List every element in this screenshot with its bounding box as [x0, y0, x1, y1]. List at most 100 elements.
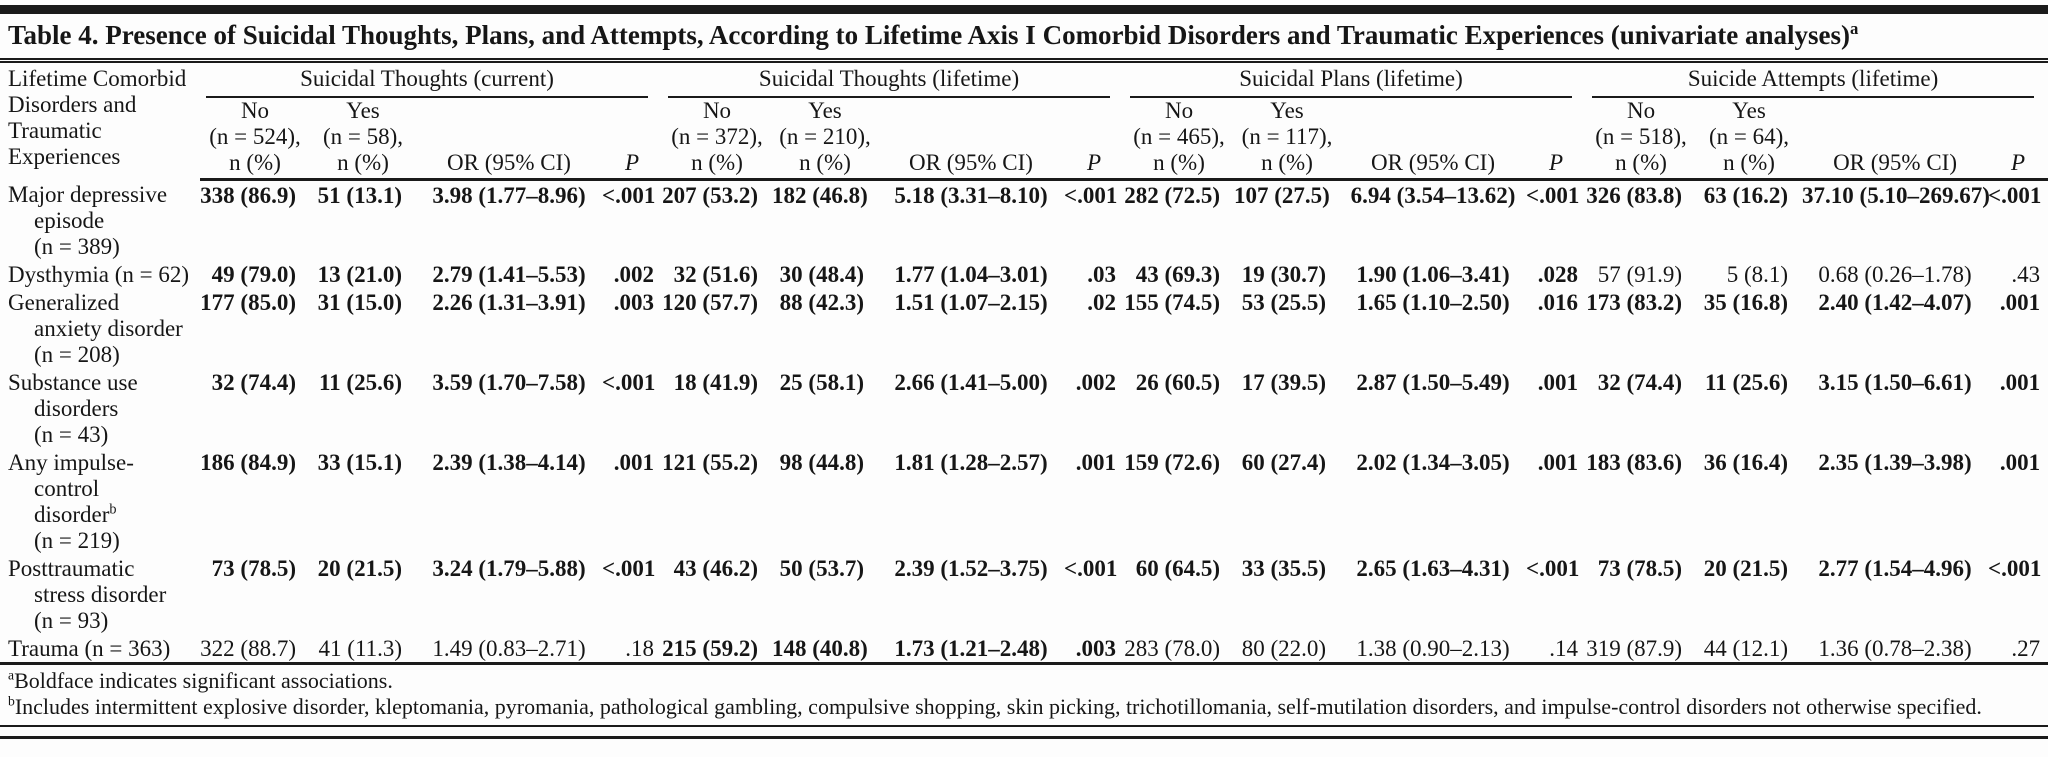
cell-no: 26 (60.5) [1135, 369, 1221, 395]
cell-p: <.001 [1988, 183, 2042, 208]
cell-no: 73 (78.5) [211, 555, 296, 581]
col-header-no: No (n = 518), n (%) [1586, 98, 1697, 181]
group-header-suicide-attempts-lifetime: Suicide Attempts (lifetime) [1586, 63, 2048, 98]
cell-or: 3.15 (1.50–6.61) [1818, 369, 1972, 395]
cell-no: 43 (69.3) [1135, 261, 1221, 287]
top-rule [0, 5, 2048, 14]
cell-p: <.001 [1064, 555, 1118, 581]
cell-yes: 11 (25.6) [318, 369, 402, 395]
cell-p: .43 [2011, 261, 2041, 287]
cell-no: 326 (83.8) [1586, 183, 1683, 208]
cell-p: .18 [602, 633, 662, 665]
cell-p: .02 [1087, 289, 1117, 315]
cell-or: 1.49 (0.83–2.71) [416, 633, 602, 665]
cell-yes: 80 (22.0) [1234, 633, 1341, 665]
row-label: Posttraumatic stress disorder (n = 93) [8, 555, 167, 633]
table-title: Table 4. Presence of Suicidal Thoughts, … [0, 14, 2048, 63]
cell-yes: 63 (16.2) [1703, 183, 1789, 208]
cell-no: 18 (41.9) [673, 369, 758, 395]
cell-p: <.001 [1064, 183, 1118, 208]
cell-or: 1.77 (1.04–3.01) [894, 261, 1048, 287]
cell-yes: 107 (27.5) [1234, 183, 1330, 208]
cell-yes: 148 (40.8) [772, 633, 878, 665]
table-row: Substance use disorders (n = 43) 32 (74.4… [0, 368, 2048, 448]
col-header-or: OR (95% CI) [1802, 98, 1989, 181]
col-header-or: OR (95% CI) [1340, 98, 1527, 181]
cell-no: 159 (72.6) [1124, 449, 1221, 475]
cell-or: 2.39 (1.38–4.14) [432, 449, 586, 475]
row-label: Generalized anxiety disorder (n = 208) [8, 289, 183, 367]
cell-yes: 60 (27.4) [1241, 449, 1327, 475]
cell-or: 2.02 (1.34–3.05) [1356, 449, 1510, 475]
footnote: aBoldface indicates significant associat… [8, 667, 393, 693]
cell-p: .001 [1537, 369, 1579, 395]
cell-yes: 88 (42.3) [779, 289, 864, 315]
col-header-p: P [602, 98, 662, 181]
row-label: Trauma (n = 363) [0, 633, 200, 665]
cell-yes: 41 (11.3) [310, 633, 416, 665]
stub-header: Lifetime Comorbid Disorders and Traumati… [8, 66, 187, 169]
cell-or: 1.38 (0.90–2.13) [1340, 633, 1527, 665]
group-header-suicidal-thoughts-lifetime: Suicidal Thoughts (lifetime) [662, 63, 1124, 98]
cell-p: .27 [1988, 633, 2048, 665]
cell-yes: 19 (30.7) [1241, 261, 1327, 287]
table-row: Trauma (n = 363) 322 (88.7) 41 (11.3) 1.49 … [0, 633, 2048, 665]
cell-p: .016 [1537, 289, 1579, 315]
row-label: Major depressive episode (n = 389) [8, 181, 168, 259]
cell-yes: 25 (58.1) [779, 369, 864, 395]
cell-or: 2.40 (1.42–4.07) [1818, 289, 1972, 315]
cell-or: 3.98 (1.77–8.96) [432, 183, 586, 208]
col-header-or: OR (95% CI) [416, 98, 602, 181]
cell-or: 0.68 (0.26–1.78) [1818, 261, 1972, 287]
cell-or: 1.73 (1.21–2.48) [878, 633, 1064, 665]
cell-yes: 31 (15.0) [317, 289, 402, 315]
cell-or: 2.35 (1.39–3.98) [1818, 449, 1972, 475]
cell-no: 32 (74.4) [1597, 369, 1683, 395]
cell-p: .003 [1064, 633, 1125, 665]
cell-p: .001 [1075, 449, 1117, 475]
table-row: Generalized anxiety disorder (n = 208) 17… [0, 288, 2048, 368]
cell-no: 215 (59.2) [662, 633, 772, 665]
cell-no: 177 (85.0) [200, 289, 296, 315]
cell-or: 5.18 (3.31–8.10) [894, 183, 1048, 208]
footnote: bIncludes intermittent explosive disorde… [8, 693, 1982, 719]
cell-or: 2.87 (1.50–5.49) [1356, 369, 1510, 395]
cell-yes: 35 (16.8) [1703, 289, 1789, 315]
table-title-footnote-marker: a [1850, 19, 1859, 38]
cell-no: 121 (55.2) [662, 449, 758, 475]
cell-yes: 30 (48.4) [779, 261, 864, 287]
group-label: Suicide Attempts (lifetime) [1592, 66, 2035, 98]
group-label: Suicidal Thoughts (current) [206, 66, 648, 98]
footnote-marker: a [8, 667, 15, 683]
col-header-p: P [1064, 98, 1125, 181]
row-label: Any impulse- control disorderb (n = 219) [8, 449, 134, 553]
cell-or: 1.81 (1.28–2.57) [894, 449, 1048, 475]
cell-or: 3.24 (1.79–5.88) [432, 555, 586, 581]
cell-no: 283 (78.0) [1124, 633, 1235, 665]
group-label: Suicidal Thoughts (lifetime) [668, 66, 1111, 98]
col-header-no: No (n = 465), n (%) [1124, 98, 1235, 181]
cell-p: .001 [1999, 449, 2041, 475]
cell-or: 2.39 (1.52–3.75) [894, 555, 1048, 581]
cell-p: .028 [1537, 261, 1579, 287]
cell-yes: 5 (8.1) [1726, 261, 1789, 287]
cell-no: 338 (86.9) [200, 183, 296, 208]
group-header-suicidal-thoughts-current: Suicidal Thoughts (current) [200, 63, 662, 98]
cell-no: 60 (64.5) [1135, 555, 1221, 581]
cell-p: .03 [1087, 261, 1117, 287]
cell-no: 155 (74.5) [1124, 289, 1221, 315]
row-label: Substance use disorders (n = 43) [8, 369, 138, 447]
cell-yes: 44 (12.1) [1696, 633, 1803, 665]
cell-no: 32 (74.4) [211, 369, 296, 395]
row-label: Dysthymia (n = 62) [8, 261, 189, 287]
cell-no: 207 (53.2) [662, 183, 758, 208]
cell-or: 1.36 (0.78–2.38) [1802, 633, 1989, 665]
cell-no: 322 (88.7) [200, 633, 310, 665]
table-title-text: Table 4. Presence of Suicidal Thoughts, … [8, 20, 1851, 50]
cell-or: 2.65 (1.63–4.31) [1356, 555, 1510, 581]
cell-yes: 17 (39.5) [1241, 369, 1327, 395]
col-header-yes: Yes (n = 210), n (%) [772, 98, 878, 181]
footnotes: aBoldface indicates significant associat… [0, 665, 2048, 722]
cell-yes: 182 (46.8) [772, 183, 868, 208]
